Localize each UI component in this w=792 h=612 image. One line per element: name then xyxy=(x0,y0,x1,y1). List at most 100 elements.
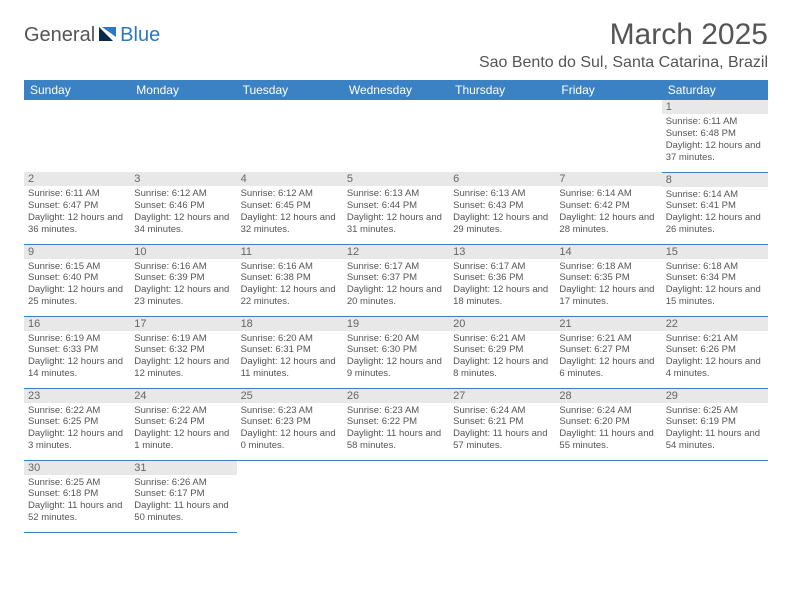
day-number: 2 xyxy=(24,172,130,186)
calendar-day-cell: 16 Sunrise: 6:19 AMSunset: 6:33 PMDayligh… xyxy=(24,316,130,388)
title-block: March 2025 Sao Bento do Sul, Santa Catar… xyxy=(479,18,768,72)
calendar-day-cell: 22 Sunrise: 6:21 AMSunset: 6:26 PMDayligh… xyxy=(662,316,768,388)
day-details: Sunrise: 6:25 AMSunset: 6:19 PMDaylight:… xyxy=(666,405,764,453)
day-details: Sunrise: 6:20 AMSunset: 6:30 PMDaylight:… xyxy=(347,333,445,381)
day-number: 15 xyxy=(662,245,768,259)
calendar-empty-cell xyxy=(449,460,555,532)
day-number: 16 xyxy=(24,317,130,331)
day-details: Sunrise: 6:17 AMSunset: 6:37 PMDaylight:… xyxy=(347,261,445,309)
day-number: 17 xyxy=(130,317,236,331)
day-number: 1 xyxy=(662,100,768,114)
calendar-day-cell: 24Sunrise: 6:22 AMSunset: 6:24 PMDayligh… xyxy=(130,388,236,460)
day-details: Sunrise: 6:20 AMSunset: 6:31 PMDaylight:… xyxy=(241,333,339,381)
calendar-day-cell: 23Sunrise: 6:22 AMSunset: 6:25 PMDayligh… xyxy=(24,388,130,460)
location-subtitle: Sao Bento do Sul, Santa Catarina, Brazil xyxy=(479,54,768,72)
day-number: 6 xyxy=(449,172,555,186)
day-details: Sunrise: 6:21 AMSunset: 6:27 PMDaylight:… xyxy=(559,333,657,381)
day-number: 24 xyxy=(130,389,236,403)
calendar-day-cell: 2 Sunrise: 6:11 AMSunset: 6:47 PMDaylight… xyxy=(24,172,130,244)
logo-text-general: General xyxy=(24,24,95,47)
calendar-empty-cell xyxy=(449,100,555,172)
calendar-day-cell: 13Sunrise: 6:17 AMSunset: 6:36 PMDayligh… xyxy=(449,244,555,316)
weekday-header: Tuesday xyxy=(237,80,343,100)
day-details: Sunrise: 6:19 AMSunset: 6:33 PMDaylight:… xyxy=(28,333,126,381)
day-number: 27 xyxy=(449,389,555,403)
calendar-empty-cell xyxy=(237,460,343,532)
day-number: 11 xyxy=(237,245,343,259)
day-number: 25 xyxy=(237,389,343,403)
calendar-day-cell: 6Sunrise: 6:13 AMSunset: 6:43 PMDaylight… xyxy=(449,172,555,244)
day-number: 5 xyxy=(343,172,449,186)
header: General Blue March 2025 Sao Bento do Sul… xyxy=(24,18,768,72)
calendar-day-cell: 1Sunrise: 6:11 AMSunset: 6:48 PMDaylight… xyxy=(662,100,768,172)
calendar-day-cell: 31Sunrise: 6:26 AMSunset: 6:17 PMDayligh… xyxy=(130,460,236,532)
calendar-empty-cell xyxy=(343,460,449,532)
calendar-empty-cell xyxy=(343,100,449,172)
day-number: 19 xyxy=(343,317,449,331)
day-details: Sunrise: 6:15 AMSunset: 6:40 PMDaylight:… xyxy=(28,261,126,309)
calendar-day-cell: 19 Sunrise: 6:20 AMSunset: 6:30 PMDayligh… xyxy=(343,316,449,388)
calendar-week-row: 1Sunrise: 6:11 AMSunset: 6:48 PMDaylight… xyxy=(24,100,768,172)
calendar-empty-cell xyxy=(130,100,236,172)
weekday-header: Friday xyxy=(555,80,661,100)
logo-flag-icon xyxy=(99,24,117,47)
day-details: Sunrise: 6:14 AMSunset: 6:42 PMDaylight:… xyxy=(559,188,657,236)
day-number: 3 xyxy=(130,172,236,186)
day-details: Sunrise: 6:23 AMSunset: 6:22 PMDaylight:… xyxy=(347,405,445,453)
calendar-day-cell: 5 Sunrise: 6:13 AMSunset: 6:44 PMDaylight… xyxy=(343,172,449,244)
calendar-day-cell: 28Sunrise: 6:24 AMSunset: 6:20 PMDayligh… xyxy=(555,388,661,460)
calendar-day-cell: 25 Sunrise: 6:23 AMSunset: 6:23 PMDayligh… xyxy=(237,388,343,460)
calendar-week-row: 2 Sunrise: 6:11 AMSunset: 6:47 PMDaylight… xyxy=(24,172,768,244)
day-number: 18 xyxy=(237,317,343,331)
day-number: 12 xyxy=(343,245,449,259)
day-number: 30 xyxy=(24,461,130,475)
day-details: Sunrise: 6:24 AMSunset: 6:20 PMDaylight:… xyxy=(559,405,657,453)
calendar-body: 1Sunrise: 6:11 AMSunset: 6:48 PMDaylight… xyxy=(24,100,768,532)
calendar-day-cell: 4Sunrise: 6:12 AMSunset: 6:45 PMDaylight… xyxy=(237,172,343,244)
day-number: 23 xyxy=(24,389,130,403)
weekday-header: Wednesday xyxy=(343,80,449,100)
day-number: 22 xyxy=(662,317,768,331)
day-number: 31 xyxy=(130,461,236,475)
day-number: 10 xyxy=(130,245,236,259)
weekday-header: Saturday xyxy=(662,80,768,100)
day-number: 21 xyxy=(555,317,661,331)
weekday-header: Sunday xyxy=(24,80,130,100)
day-details: Sunrise: 6:13 AMSunset: 6:44 PMDaylight:… xyxy=(347,188,445,236)
day-details: Sunrise: 6:16 AMSunset: 6:39 PMDaylight:… xyxy=(134,261,232,309)
calendar-day-cell: 12 Sunrise: 6:17 AMSunset: 6:37 PMDayligh… xyxy=(343,244,449,316)
calendar-day-cell: 18 Sunrise: 6:20 AMSunset: 6:31 PMDayligh… xyxy=(237,316,343,388)
day-details: Sunrise: 6:25 AMSunset: 6:18 PMDaylight:… xyxy=(28,477,126,525)
calendar-week-row: 16 Sunrise: 6:19 AMSunset: 6:33 PMDayligh… xyxy=(24,316,768,388)
calendar-day-cell: 27 Sunrise: 6:24 AMSunset: 6:21 PMDayligh… xyxy=(449,388,555,460)
calendar-day-cell: 26 Sunrise: 6:23 AMSunset: 6:22 PMDayligh… xyxy=(343,388,449,460)
day-details: Sunrise: 6:21 AMSunset: 6:29 PMDaylight:… xyxy=(453,333,551,381)
calendar-empty-cell xyxy=(555,100,661,172)
calendar-day-cell: 30 Sunrise: 6:25 AMSunset: 6:18 PMDayligh… xyxy=(24,460,130,532)
calendar-day-cell: 29 Sunrise: 6:25 AMSunset: 6:19 PMDayligh… xyxy=(662,388,768,460)
day-details: Sunrise: 6:23 AMSunset: 6:23 PMDaylight:… xyxy=(241,405,339,453)
calendar-day-cell: 14Sunrise: 6:18 AMSunset: 6:35 PMDayligh… xyxy=(555,244,661,316)
day-details: Sunrise: 6:11 AMSunset: 6:47 PMDaylight:… xyxy=(28,188,126,236)
calendar-week-row: 23Sunrise: 6:22 AMSunset: 6:25 PMDayligh… xyxy=(24,388,768,460)
calendar-day-cell: 7 Sunrise: 6:14 AMSunset: 6:42 PMDaylight… xyxy=(555,172,661,244)
day-number: 7 xyxy=(555,172,661,186)
weekday-header-row: SundayMondayTuesdayWednesdayThursdayFrid… xyxy=(24,80,768,100)
day-details: Sunrise: 6:18 AMSunset: 6:35 PMDaylight:… xyxy=(559,261,657,309)
calendar-empty-cell xyxy=(24,100,130,172)
calendar-empty-cell xyxy=(555,460,661,532)
month-title: March 2025 xyxy=(479,18,768,52)
day-number: 8 xyxy=(662,173,768,187)
weekday-header: Monday xyxy=(130,80,236,100)
day-details: Sunrise: 6:24 AMSunset: 6:21 PMDaylight:… xyxy=(453,405,551,453)
day-number: 29 xyxy=(662,389,768,403)
day-details: Sunrise: 6:19 AMSunset: 6:32 PMDaylight:… xyxy=(134,333,232,381)
day-number: 26 xyxy=(343,389,449,403)
day-number: 20 xyxy=(449,317,555,331)
weekday-header: Thursday xyxy=(449,80,555,100)
calendar-day-cell: 15Sunrise: 6:18 AMSunset: 6:34 PMDayligh… xyxy=(662,244,768,316)
calendar-day-cell: 20 Sunrise: 6:21 AMSunset: 6:29 PMDayligh… xyxy=(449,316,555,388)
day-details: Sunrise: 6:21 AMSunset: 6:26 PMDaylight:… xyxy=(666,333,764,381)
day-number: 4 xyxy=(237,172,343,186)
day-details: Sunrise: 6:14 AMSunset: 6:41 PMDaylight:… xyxy=(666,189,764,237)
